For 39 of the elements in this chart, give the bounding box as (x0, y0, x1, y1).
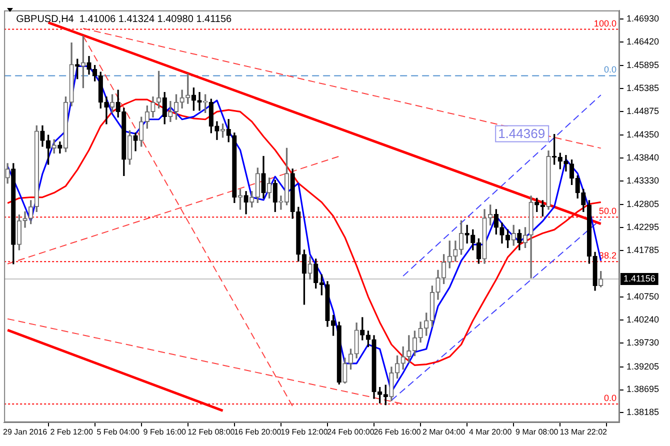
y-tick-label: 1.42295 (626, 222, 660, 232)
x-tick-label: 19 Feb 12:00 (280, 427, 328, 436)
x-tick-label: 2 Feb 12:00 (50, 427, 94, 436)
y-tick-label: 1.38185 (626, 407, 660, 418)
y-tick-label: 1.41785 (626, 245, 660, 256)
y-tick-label: 1.43330 (626, 176, 660, 186)
candlestick (564, 155, 568, 172)
x-tick-label: 2 Mar 04:00 (422, 427, 466, 436)
ref-line-label: 1.41156 (623, 273, 656, 284)
y-tick-label: 1.45895 (626, 60, 660, 70)
y-tick-label: 1.42805 (626, 199, 660, 210)
y-tick-label: 1.46930 (626, 13, 660, 24)
x-tick-label: 13 Mar 22:02 (560, 427, 608, 436)
y-tick-label: 1.38695 (626, 384, 660, 394)
y-tick-label: 1.40240 (626, 314, 660, 325)
annotation: 1.44369 (498, 126, 546, 141)
candlestick (104, 96, 109, 124)
x-tick-label: 24 Feb 00:00 (327, 427, 375, 436)
y-tick-label: 1.39205 (626, 361, 660, 372)
x-tick-label: 29 Jan 2016 (2, 427, 48, 436)
x-tick-label: 5 Feb 04:00 (96, 427, 140, 436)
y-tick-label: 1.43840 (626, 152, 660, 163)
annotation: 0.0 (604, 392, 616, 403)
y-tick-label: 1.39730 (626, 338, 660, 348)
y-tick-label: 1.40750 (626, 292, 660, 302)
annotation: 0.0 (604, 64, 616, 75)
x-tick-label: 26 Feb 16:00 (374, 427, 422, 436)
x-tick-label: 9 Mar 08:00 (516, 427, 559, 436)
y-tick-label: 1.44350 (626, 130, 660, 140)
chart-title: GBPUSD,H4 1.41006 1.41324 1.40980 1.41156 (16, 14, 232, 26)
x-tick-label: 16 Feb 20:00 (234, 427, 282, 436)
y-tick-label: 1.45385 (626, 83, 660, 94)
y-tick-label: 1.46420 (626, 36, 660, 46)
annotation: 100.0 (594, 18, 616, 28)
annotation: 50.0 (598, 206, 616, 216)
x-tick-label: 9 Feb 16:00 (143, 427, 187, 436)
y-tick-label: 1.44875 (626, 106, 660, 116)
x-tick-label: 12 Feb 08:00 (188, 427, 236, 436)
x-tick-label: 4 Mar 20:00 (468, 427, 512, 436)
